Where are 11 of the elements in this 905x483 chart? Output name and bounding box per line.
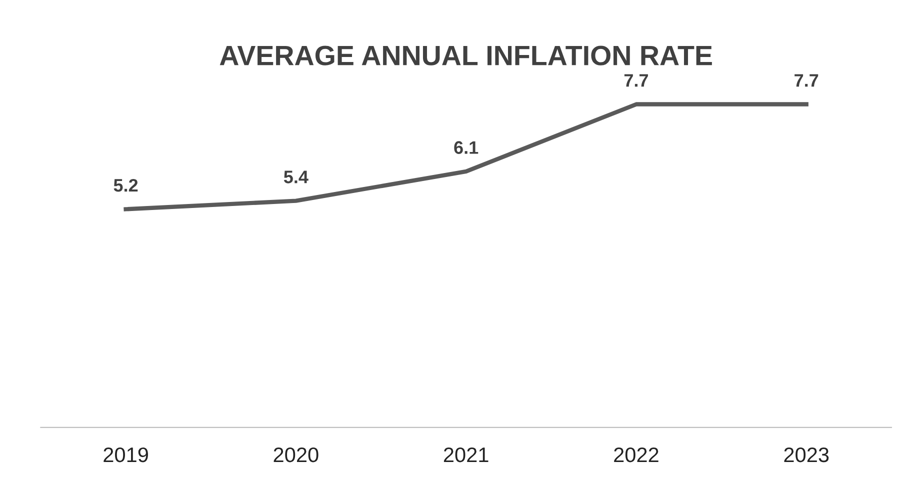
data-label: 6.1 xyxy=(454,141,478,154)
x-tick-label: 2022 xyxy=(614,447,658,462)
x-tick-label: 2021 xyxy=(444,447,488,462)
data-label: 5.2 xyxy=(114,178,138,192)
chart-title: AVERAGE ANNUAL INFLATION RATE xyxy=(220,46,712,66)
data-label: 7.7 xyxy=(624,74,648,87)
data-label: 5.4 xyxy=(284,170,308,184)
data-label: 7.7 xyxy=(794,74,818,87)
x-tick-label: 2020 xyxy=(274,447,318,462)
x-tick-label: 2023 xyxy=(784,447,829,462)
x-tick-label: 2019 xyxy=(104,447,148,462)
